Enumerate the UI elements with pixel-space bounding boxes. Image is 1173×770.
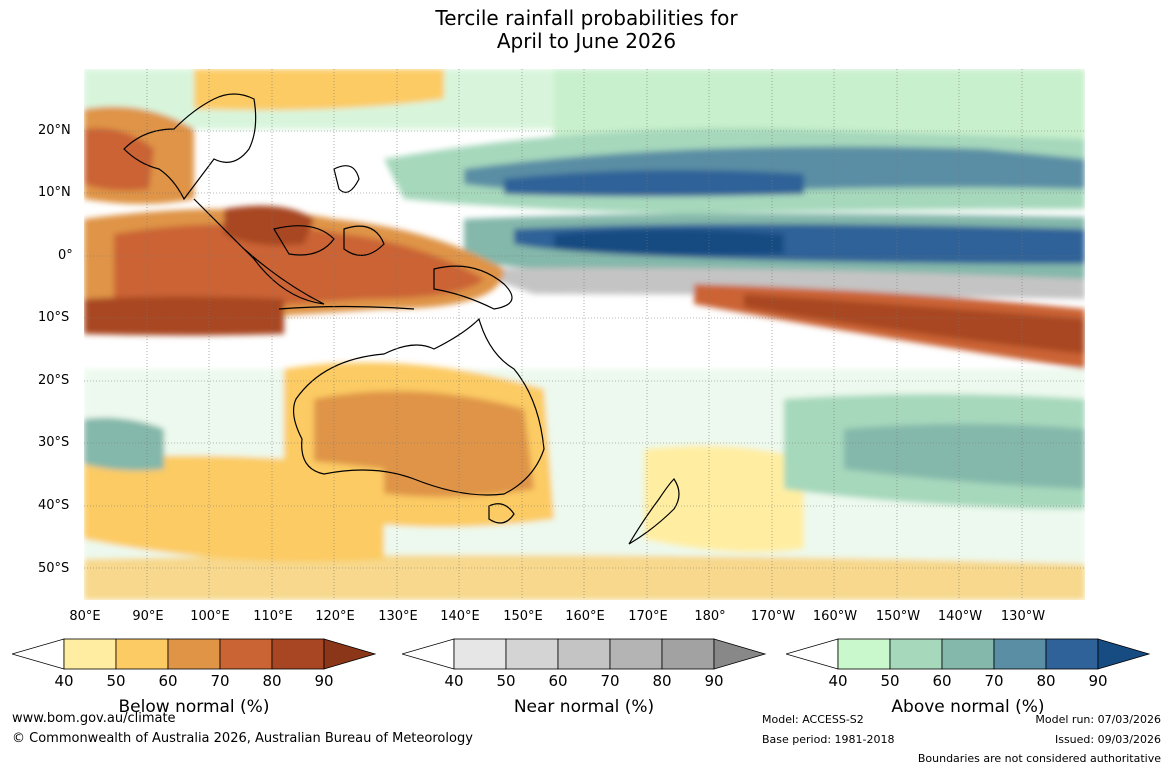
colorbar-segment (1097, 638, 1150, 670)
model-run-text: Model run: 07/03/2026 (1035, 713, 1161, 726)
colorbar-label-near: Near normal (%) (513, 697, 655, 717)
lon-label: 140°W (937, 609, 983, 624)
colorbar-segment (453, 638, 507, 670)
lon-label: 120°E (315, 609, 355, 624)
colorbar-tick: 40 (444, 672, 464, 690)
colorbar-tick: 80 (262, 672, 282, 690)
colorbar-segment (115, 638, 169, 670)
lon-label: 110°E (253, 609, 293, 624)
map-title-line2: April to June 2026 (496, 29, 677, 53)
colorbar-tick: 90 (314, 672, 334, 690)
lon-label: 150°W (875, 609, 921, 624)
colorbar-segment (271, 638, 325, 670)
lon-label: 160°E (565, 609, 605, 624)
lat-label-30s: 30°S (38, 435, 70, 450)
colorbar-below-normal (12, 638, 376, 670)
colorbar-segment (63, 638, 117, 670)
colorbar-label-below: Below normal (%) (118, 697, 270, 717)
lat-label-0: 0° (58, 248, 73, 263)
colorbar-segment (661, 638, 715, 670)
colorbar-tick: 50 (106, 672, 126, 690)
lat-label-40s: 40°S (38, 498, 70, 513)
model-text: Model: ACCESS-S2 (762, 713, 864, 726)
colorbar-tick: 80 (652, 672, 672, 690)
lon-label: 160°W (812, 609, 858, 624)
lat-label-20s: 20°S (38, 373, 70, 388)
colorbar-tick: 50 (496, 672, 516, 690)
colorbar-tick: 40 (54, 672, 74, 690)
colorbar-segment (993, 638, 1047, 670)
lat-label-10s: 10°S (38, 310, 70, 325)
lon-label: 130°W (1000, 609, 1046, 624)
lon-label: 130°E (378, 609, 418, 624)
colorbar-tick: 50 (880, 672, 900, 690)
lon-label: 90°E (132, 609, 164, 624)
colorbar-segment (323, 638, 376, 670)
colorbar-segment (1045, 638, 1099, 670)
colorbar-segment (12, 638, 65, 670)
rainfall-probability-map (84, 69, 1085, 600)
copyright-text: © Commonwealth of Australia 2026, Austra… (12, 731, 473, 746)
colorbar-tick: 60 (548, 672, 568, 690)
lat-label-50s: 50°S (38, 561, 70, 576)
lon-label: 170°E (628, 609, 668, 624)
website-link[interactable]: www.bom.gov.au/climate (12, 711, 176, 726)
colorbar-segment (557, 638, 611, 670)
colorbar-segment (219, 638, 273, 670)
colorbar-segment (889, 638, 943, 670)
colorbar-segment (713, 638, 766, 670)
disclaimer-text: Boundaries are not considered authoritat… (917, 752, 1161, 765)
lon-label: 80°E (69, 609, 101, 624)
lon-label: 140°E (440, 609, 480, 624)
colorbar-tick: 60 (158, 672, 178, 690)
lat-label-10n: 10°N (38, 185, 71, 200)
colorbar-segment (837, 638, 891, 670)
colorbar-segment (167, 638, 221, 670)
colorbar-segment (402, 638, 455, 670)
colorbar-tick: 70 (984, 672, 1004, 690)
colorbar-tick: 40 (828, 672, 848, 690)
lon-label: 150°E (503, 609, 543, 624)
colorbar-above-normal (786, 638, 1150, 670)
colorbar-segment (505, 638, 559, 670)
colorbar-tick: 90 (1088, 672, 1108, 690)
lon-label: 180° (694, 609, 726, 624)
colorbar-label-above: Above normal (%) (891, 697, 1045, 717)
colorbar-tick: 90 (704, 672, 724, 690)
lat-label-20n: 20°N (38, 123, 71, 138)
colorbar-segment (941, 638, 995, 670)
issued-text: Issued: 09/03/2026 (1054, 733, 1161, 746)
base-period-text: Base period: 1981-2018 (762, 733, 895, 746)
colorbar-segment (609, 638, 663, 670)
colorbar-near-normal (402, 638, 766, 670)
lon-label: 170°W (750, 609, 796, 624)
colorbar-tick: 80 (1036, 672, 1056, 690)
colorbar-tick: 70 (210, 672, 230, 690)
colorbar-tick: 60 (932, 672, 952, 690)
lon-label: 100°E (190, 609, 230, 624)
colorbar-tick: 70 (600, 672, 620, 690)
map-title-line1: Tercile rainfall probabilities for (435, 6, 738, 30)
colorbar-segment (786, 638, 839, 670)
